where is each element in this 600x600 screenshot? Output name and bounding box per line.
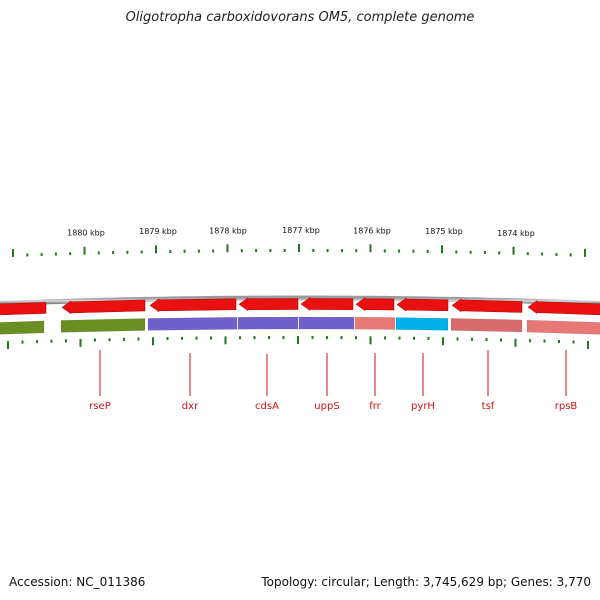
gene-bar[interactable] bbox=[354, 316, 396, 330]
ruler-labels: 1880 kbp 1879 kbp 1878 kbp 1877 kbp 1876 kbp… bbox=[67, 226, 535, 238]
genome-summary-text: Topology: circular; Length: 3,745,629 bp… bbox=[261, 575, 591, 589]
gene-arrow[interactable] bbox=[355, 297, 395, 312]
genome-backbone bbox=[0, 295, 600, 306]
gene-label-frr[interactable]: frr bbox=[369, 401, 381, 412]
gene-arrow[interactable] bbox=[238, 297, 299, 312]
gene-label-dxr[interactable]: dxr bbox=[182, 401, 199, 412]
gene-arrow[interactable] bbox=[527, 300, 600, 316]
gene-bar[interactable] bbox=[0, 320, 45, 335]
ruler-label: 1878 kbp bbox=[209, 226, 247, 235]
gene-label-rpsB[interactable]: rpsB bbox=[555, 401, 578, 412]
map-title: Oligotropha carboxidovorans OM5, complet… bbox=[125, 10, 475, 25]
ruler-label: 1876 kbp bbox=[353, 226, 391, 235]
gene-arrow[interactable] bbox=[149, 298, 237, 313]
gene-arrow[interactable] bbox=[300, 297, 354, 311]
ruler-ticks bbox=[12, 244, 586, 257]
ruler-label: 1879 kbp bbox=[139, 227, 177, 236]
gene-bar[interactable] bbox=[395, 317, 449, 331]
accession-text: Accession: NC_011386 bbox=[9, 575, 146, 589]
gene-bar[interactable] bbox=[147, 316, 238, 331]
gene-label-pyrH[interactable]: pyrH bbox=[411, 401, 435, 412]
gene-bar[interactable] bbox=[526, 319, 600, 335]
ruler-label: 1880 kbp bbox=[67, 229, 105, 238]
gene-arrow[interactable] bbox=[396, 297, 449, 312]
gene-labels: rseP dxr cdsA uppS frr pyrH tsf rpsB bbox=[89, 350, 577, 412]
ruler-label: 1877 kbp bbox=[282, 226, 320, 235]
reverse-strand-genes bbox=[0, 316, 600, 335]
gene-label-cdsA[interactable]: cdsA bbox=[255, 401, 279, 412]
ruler-label: 1874 kbp bbox=[497, 229, 535, 238]
gene-bar[interactable] bbox=[298, 316, 355, 330]
gene-arrow[interactable] bbox=[0, 302, 47, 316]
gene-bar[interactable] bbox=[450, 318, 523, 333]
gene-label-uppS[interactable]: uppS bbox=[314, 401, 339, 412]
gene-label-rseP[interactable]: rseP bbox=[89, 401, 111, 412]
gene-arrow[interactable] bbox=[451, 298, 523, 313]
ruler-label: 1875 kbp bbox=[425, 227, 463, 236]
gene-bar[interactable] bbox=[237, 316, 299, 330]
forward-strand-genes bbox=[0, 297, 600, 316]
gene-arrow[interactable] bbox=[61, 299, 146, 315]
gene-bar[interactable] bbox=[60, 318, 146, 333]
gene-label-tsf[interactable]: tsf bbox=[482, 401, 495, 412]
bottom-ticks bbox=[7, 336, 589, 350]
